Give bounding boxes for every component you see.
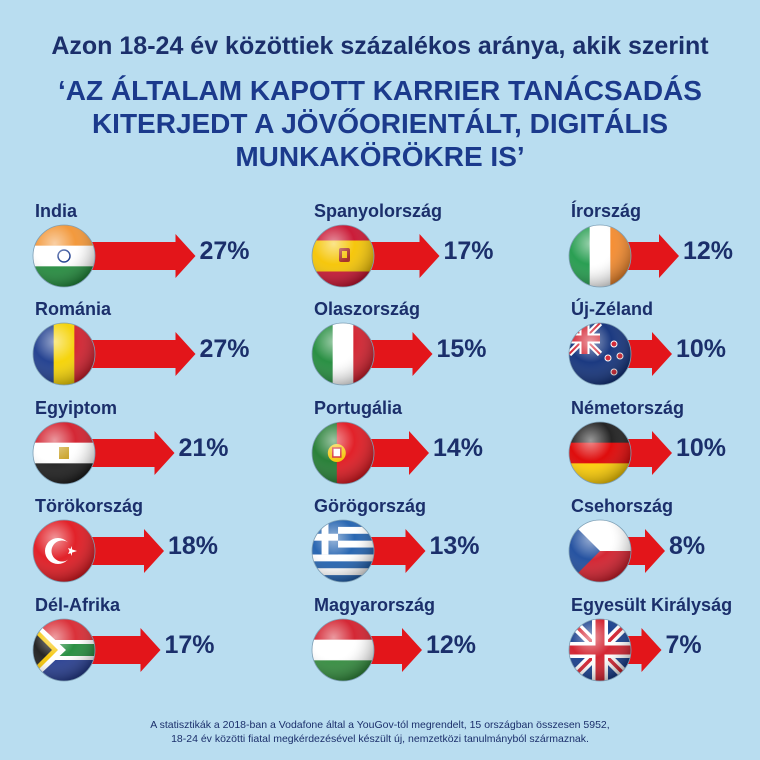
value-label: 8% (669, 532, 706, 560)
country-label: Németország (571, 398, 685, 418)
value-label: 17% (164, 631, 215, 659)
country-item: Csehország 8% (568, 496, 760, 591)
value-label: 10% (676, 335, 727, 363)
bar-arrow (623, 529, 665, 573)
country-bar-group (311, 321, 552, 387)
country-item: Írország 12% (568, 201, 760, 296)
value-label: 27% (199, 237, 250, 265)
value-label: 21% (178, 434, 229, 462)
country-item: Románia 27% (32, 299, 273, 394)
value-label: 27% (199, 335, 250, 363)
country-bar-group (32, 420, 273, 486)
bar-arrow (366, 431, 429, 475)
country-item: Dél-Afrika 17% (32, 595, 273, 690)
country-item: Olaszország 15% (311, 299, 552, 394)
bar-arrow (87, 628, 161, 672)
bar-svg (568, 224, 679, 288)
bar-arrow (366, 234, 440, 278)
bar-svg (311, 322, 433, 386)
bar-svg (311, 421, 429, 485)
bar-arrow (623, 332, 672, 376)
country-label: Olaszország (314, 299, 421, 319)
bar-svg (311, 224, 440, 288)
value-label: 13% (429, 532, 480, 560)
country-label: Törökország (35, 496, 144, 516)
bar-arrow (623, 431, 672, 475)
country-label: Írország (571, 201, 642, 221)
country-label: Csehország (571, 496, 674, 516)
country-bar-group (32, 617, 273, 683)
country-item: Új-Zéland 10% (568, 299, 760, 394)
country-bar-group (568, 617, 760, 683)
value-label: 17% (443, 237, 494, 265)
country-item: Egyiptom 21% (32, 398, 273, 493)
country-item: Magyarország 12% (311, 595, 552, 690)
bar-svg (568, 322, 672, 386)
bar-svg (32, 421, 175, 485)
country-bar-group (32, 518, 273, 584)
country-label: Dél-Afrika (35, 595, 121, 615)
country-item: India 27% (32, 201, 273, 296)
country-bar-group (32, 321, 273, 387)
country-label: Görögország (314, 496, 427, 516)
bar-svg (32, 618, 161, 682)
bar-svg (32, 322, 196, 386)
country-label: Új-Zéland (571, 299, 654, 319)
country-bar-group (32, 223, 273, 289)
bar-arrow (87, 431, 175, 475)
bar-arrow (623, 234, 679, 278)
country-bar-group (311, 518, 552, 584)
bar-svg (568, 519, 665, 583)
country-item: Németország 10% (568, 398, 760, 493)
value-label: 18% (168, 532, 219, 560)
bar-arrow (87, 234, 196, 278)
value-label: 10% (676, 434, 727, 462)
bar-arrow (366, 332, 433, 376)
value-label: 12% (426, 631, 477, 659)
country-bar-group (568, 420, 760, 486)
country-bar-group (311, 617, 552, 683)
bar-svg (311, 618, 422, 682)
bar-arrow (87, 332, 196, 376)
chart-subtitle: ‘AZ ÁLTALAM KAPOTT KARRIER TANÁCSADÁS KI… (58, 75, 702, 172)
country-bar-group (311, 223, 552, 289)
country-item: Portugália 14% (311, 398, 552, 493)
value-label: 15% (436, 335, 487, 363)
bar-arrow (623, 628, 662, 672)
bar-arrow (366, 628, 422, 672)
country-bar-group (311, 420, 552, 486)
country-label: India (35, 201, 78, 221)
value-label: 12% (683, 237, 734, 265)
country-bar-group (568, 518, 760, 584)
country-item: Törökország 18% (32, 496, 273, 591)
value-label: 7% (665, 631, 702, 659)
footnote: A statisztikák a 2018-ban a Vodafone ált… (150, 719, 610, 745)
bar-arrow (87, 529, 164, 573)
country-label: Spanyolország (314, 201, 443, 221)
country-label: Egyesült Királyság (571, 595, 733, 615)
country-label: Egyiptom (35, 398, 118, 418)
country-label: Magyarország (314, 595, 436, 615)
country-item: Görögország 13% (311, 496, 552, 591)
bar-svg (32, 519, 164, 583)
bar-svg (568, 421, 672, 485)
country-item: Spanyolország 17% (311, 201, 552, 296)
country-bar-group (568, 223, 760, 289)
bar-svg (32, 224, 196, 288)
bar-arrow (366, 529, 426, 573)
country-bar-group (568, 321, 760, 387)
country-label: Románia (35, 299, 112, 319)
value-label: 14% (433, 434, 484, 462)
country-item: Egyesült Királyság 7% (568, 595, 760, 690)
country-label: Portugália (314, 398, 403, 418)
bar-svg (311, 519, 426, 583)
chart-title: Azon 18-24 év közöttiek százalékos arány… (51, 32, 709, 60)
bar-svg (568, 618, 662, 682)
